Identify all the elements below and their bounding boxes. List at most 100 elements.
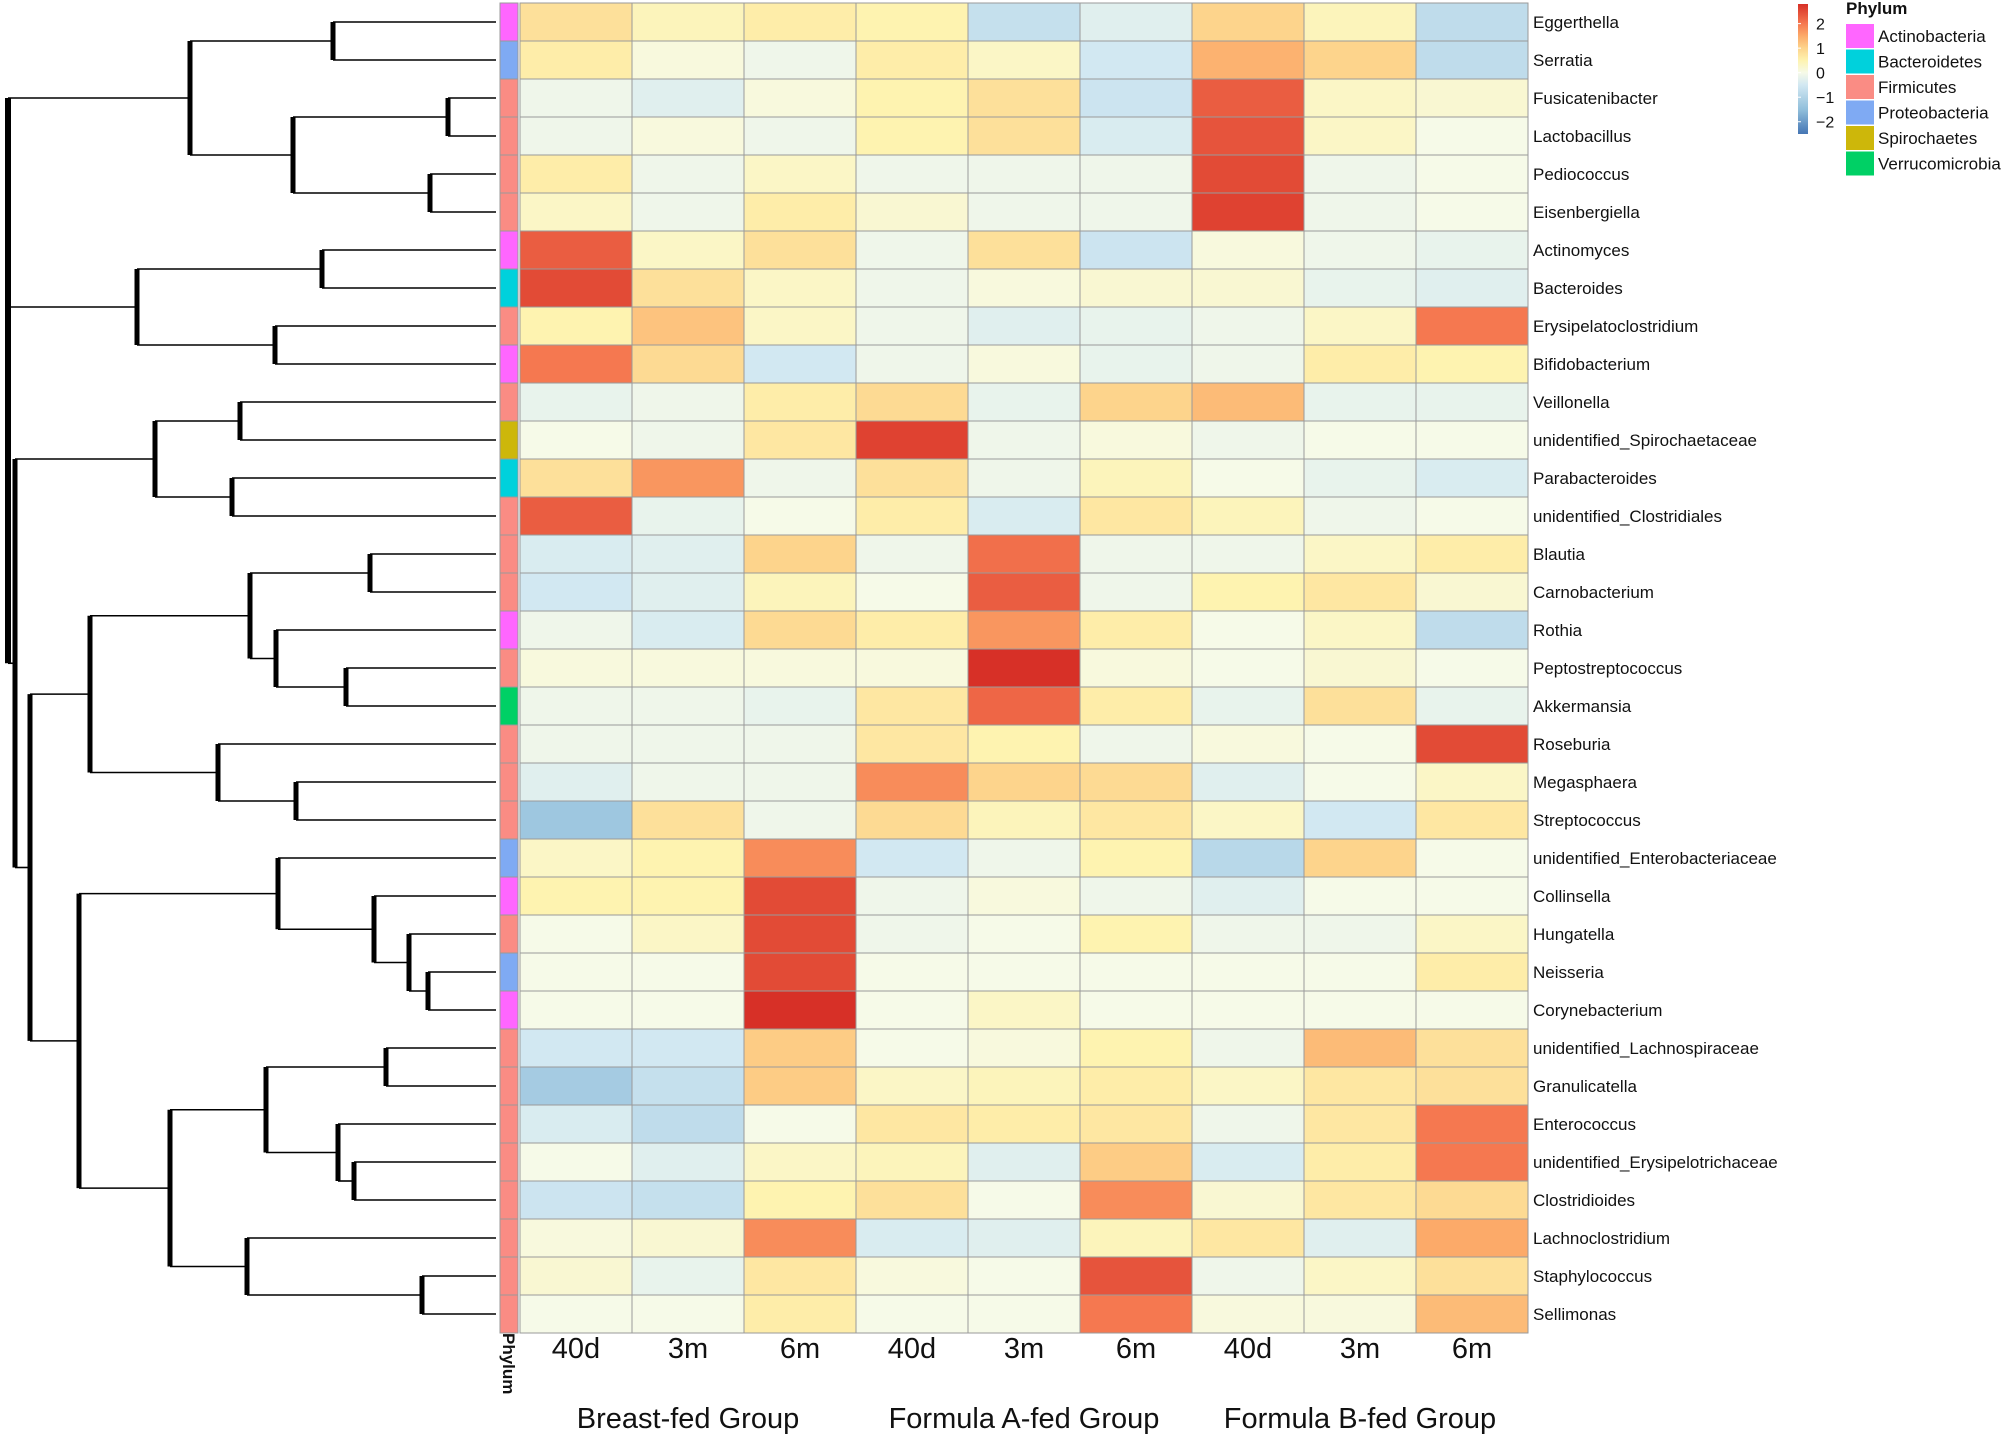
heatmap-cell	[1191, 686, 1305, 726]
heatmap-cell	[519, 306, 633, 346]
heatmap-cell	[519, 382, 633, 422]
phylum-cell	[499, 648, 519, 688]
phylum-cell	[499, 268, 519, 308]
phylum-cell	[499, 230, 519, 270]
heatmap-cell	[855, 572, 969, 612]
phylum-cell	[499, 78, 519, 118]
heatmap-cell	[743, 724, 857, 764]
heatmap-cell	[1303, 1104, 1417, 1144]
heatmap-cell	[631, 458, 745, 498]
heatmap-cell	[519, 1028, 633, 1068]
heatmap-cell	[1303, 534, 1417, 574]
heatmap-cell	[1191, 40, 1305, 80]
phylum-cell	[499, 496, 519, 536]
phylum-cell	[499, 420, 519, 460]
heatmap-cell	[743, 800, 857, 840]
heatmap-cell	[967, 1180, 1081, 1220]
phylum-cell	[499, 382, 519, 422]
heatmap-cell	[967, 306, 1081, 346]
heatmap-cell	[1415, 40, 1529, 80]
phylum-cell	[499, 762, 519, 802]
heatmap-cell	[519, 1066, 633, 1106]
heatmap-cell	[1415, 800, 1529, 840]
heatmap-cell	[631, 116, 745, 156]
heatmap-cell	[1079, 116, 1193, 156]
heatmap-cell	[967, 1066, 1081, 1106]
heatmap-cell	[1415, 1180, 1529, 1220]
row-label: Lactobacillus	[1533, 127, 1631, 146]
heatmap-cell	[743, 116, 857, 156]
heatmap-cell	[1415, 572, 1529, 612]
heatmap-cell	[1415, 686, 1529, 726]
heatmap-cell	[743, 610, 857, 650]
heatmap-cell	[1303, 724, 1417, 764]
heatmap-cell	[967, 116, 1081, 156]
heatmap-cell	[519, 230, 633, 270]
heatmap-cell	[743, 192, 857, 232]
heatmap-cell	[519, 154, 633, 194]
row-label: unidentified_Enterobacteriaceae	[1533, 849, 1777, 868]
phylum-cell	[499, 990, 519, 1030]
heatmap-cell	[1191, 344, 1305, 384]
heatmap-cell	[743, 1180, 857, 1220]
heatmap-cell	[967, 382, 1081, 422]
heatmap-cell	[519, 1142, 633, 1182]
heatmap-cell	[967, 1294, 1081, 1334]
heatmap-cell	[967, 192, 1081, 232]
heatmap-cell	[743, 1218, 857, 1258]
phylum-cell	[499, 40, 519, 80]
heatmap-cell	[855, 1256, 969, 1296]
heatmap-cell	[1079, 534, 1193, 574]
phylum-cell	[499, 2, 519, 42]
heatmap-cell	[855, 1066, 969, 1106]
heatmap-cell	[1415, 78, 1529, 118]
heatmap-cell	[631, 268, 745, 308]
row-label: Hungatella	[1533, 925, 1615, 944]
heatmap-cell	[743, 1256, 857, 1296]
heatmap-cell	[743, 496, 857, 536]
heatmap-cell	[1079, 762, 1193, 802]
heatmap-cell	[1191, 648, 1305, 688]
heatmap-cell	[519, 534, 633, 574]
phylum-cell	[499, 800, 519, 840]
phylum-cell	[499, 610, 519, 650]
color-scale-bar	[1798, 4, 1808, 134]
heatmap-cell	[967, 648, 1081, 688]
row-labels: Eggerthella Serratia Fusicatenibacter Lacto…	[1533, 13, 1778, 1324]
heatmap-cell	[1191, 534, 1305, 574]
heatmap-cell	[1415, 1066, 1529, 1106]
heatmap-cell	[855, 78, 969, 118]
heatmap-cell	[1415, 496, 1529, 536]
heatmap-cell	[743, 990, 857, 1030]
heatmap-cell	[855, 344, 969, 384]
heatmap-cell	[855, 40, 969, 80]
phylum-cell	[499, 1294, 519, 1334]
heatmap-cell	[1079, 382, 1193, 422]
heatmap-cell	[519, 1294, 633, 1334]
heatmap-cell	[1191, 1180, 1305, 1220]
heatmap-cell	[743, 344, 857, 384]
heatmap-cell	[1415, 914, 1529, 954]
heatmap-cell	[855, 762, 969, 802]
heatmap-cell	[1303, 2, 1417, 42]
legend-swatch	[1846, 75, 1874, 99]
heatmap-cell	[1191, 496, 1305, 536]
heatmap-cell	[967, 496, 1081, 536]
column-label: 3m	[1004, 1333, 1044, 1365]
heatmap-cell	[855, 724, 969, 764]
heatmap-cell	[1191, 230, 1305, 270]
column-labels: 40d 3m 6m 40d 3m 6m 40d 3m 6m	[552, 1333, 1492, 1365]
heatmap-cell	[855, 648, 969, 688]
row-label: unidentified_Spirochaetaceae	[1533, 431, 1757, 450]
heatmap-cell	[519, 572, 633, 612]
heatmap-cell	[519, 458, 633, 498]
heatmap-cell	[1303, 1142, 1417, 1182]
phylum-cell	[499, 1256, 519, 1296]
heatmap-cell	[1079, 686, 1193, 726]
heatmap-cell	[855, 876, 969, 916]
phylum-cell	[499, 534, 519, 574]
heatmap-cell	[743, 306, 857, 346]
heatmap-cell	[1191, 762, 1305, 802]
row-label: Carnobacterium	[1533, 583, 1654, 602]
heatmap-cell	[519, 838, 633, 878]
